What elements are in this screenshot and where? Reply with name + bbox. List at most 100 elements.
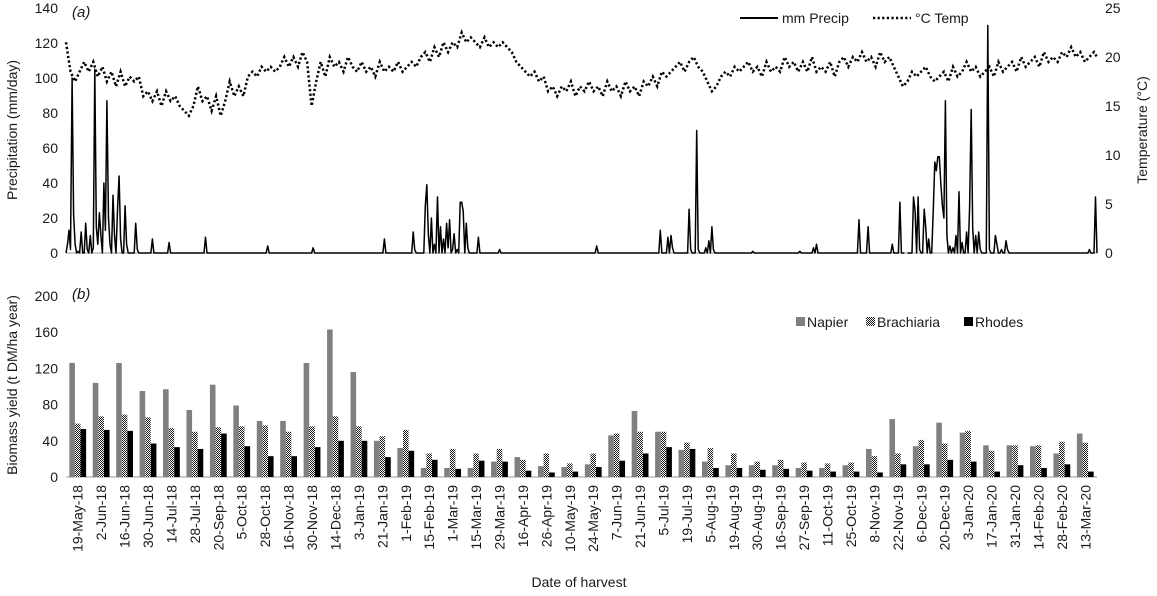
b-left-ticks: 0 40 80 120 160 200: [35, 288, 59, 485]
b-bar-rhodes: [408, 450, 415, 477]
b-bar-brachiaria: [356, 426, 362, 477]
b-category-label: 25-Oct-19: [843, 485, 859, 547]
b-category-label: 20-Sep-18: [210, 485, 226, 551]
b-bar-rhodes: [689, 448, 696, 477]
b-bar-brachiaria: [426, 453, 432, 477]
b-bar-rhodes: [666, 447, 672, 477]
b-bar-napier: [327, 329, 333, 477]
b-bar-brachiaria: [543, 453, 550, 477]
b-bar-brachiaria: [168, 428, 175, 477]
b-bar-napier: [92, 382, 99, 477]
b-bar-napier: [467, 467, 474, 477]
b-category-label: 31-Jan-20: [1007, 485, 1023, 548]
b-bar-rhodes: [174, 447, 180, 477]
b-bar-napier: [420, 467, 427, 477]
a-left-axis-label: Precipitation (mm/day): [4, 60, 20, 200]
b-bar-brachiaria: [121, 414, 128, 477]
a-left-tick-label: 100: [35, 70, 59, 86]
b-bar-rhodes: [853, 471, 860, 477]
b-bar-napier: [608, 435, 614, 477]
b-bar-napier: [584, 464, 591, 477]
b-category-label: 28-Jul-18: [187, 485, 203, 544]
b-category-label: 28-Oct-18: [257, 485, 273, 547]
b-bar-rhodes: [80, 429, 87, 477]
b-bar-rhodes: [900, 464, 907, 477]
b-bar-napier: [1076, 433, 1083, 477]
b-bar-napier: [444, 467, 450, 477]
b-bar-napier: [256, 420, 263, 477]
b-bar-napier: [350, 372, 357, 477]
a-right-tick-label: 10: [1105, 147, 1121, 163]
panel-b: (b) 0 40 80 120 160 200 Biomass yield (t DM/h…: [4, 286, 1097, 590]
panel-a: (a) 0 20 40 60 80 100 120 140 0 5 10 15 20 25 Precip…: [4, 0, 1150, 261]
b-bar-rhodes: [502, 461, 508, 477]
b-bar-brachiaria: [824, 463, 831, 477]
b-bar-rhodes: [549, 472, 555, 477]
b-category-label: 5-Aug-19: [702, 485, 718, 543]
b-bar-rhodes: [994, 471, 1000, 477]
b-left-tick-label: 120: [35, 360, 59, 376]
b-bar-brachiaria: [848, 462, 854, 477]
b-bar-napier: [936, 422, 942, 477]
b-bar-rhodes: [1088, 471, 1094, 477]
b-category-label: 19-Jul-19: [679, 485, 695, 544]
b-category-label: 17-Jan-20: [984, 485, 1000, 548]
a-right-ticks: 0 5 10 15 20 25: [1105, 0, 1121, 261]
b-legend-swatch-napier: [796, 317, 805, 326]
b-bar-napier: [725, 465, 732, 477]
b-bar-brachiaria: [379, 436, 386, 477]
b-bar-rhodes: [736, 467, 743, 477]
b-category-label: 26-Apr-19: [538, 485, 554, 547]
b-bar-napier: [912, 446, 919, 477]
b-bar-napier: [163, 389, 169, 477]
b-bar-napier: [795, 467, 802, 477]
b-bar-brachiaria: [731, 453, 737, 477]
b-bar-brachiaria: [801, 462, 807, 477]
b-bar-rhodes: [783, 468, 790, 477]
a-left-tick-label: 20: [42, 210, 58, 226]
a-series-lines: [64, 24, 1099, 254]
b-bar-brachiaria: [473, 453, 479, 477]
b-bar-napier: [233, 405, 239, 477]
b-bar-napier: [139, 391, 146, 477]
b-legend-swatch-rhodes: [964, 317, 973, 326]
b-bar-napier: [116, 362, 122, 477]
panel-label-a: (a): [72, 4, 90, 21]
a-precip-line: [65, 68, 905, 254]
b-bar-brachiaria: [449, 448, 456, 477]
b-bar-rhodes: [642, 453, 649, 477]
b-bar-napier: [537, 466, 544, 477]
b-bar-brachiaria: [309, 426, 315, 477]
b-bar-brachiaria: [660, 431, 667, 477]
a-right-tick-label: 15: [1105, 98, 1121, 114]
b-bar-brachiaria: [74, 423, 81, 477]
b-category-label: 22-Nov-19: [890, 485, 906, 551]
b-bar-rhodes: [619, 460, 626, 477]
b-bar-brachiaria: [1012, 445, 1018, 477]
b-bar-rhodes: [924, 464, 930, 477]
a-left-tick-label: 120: [35, 35, 59, 51]
b-left-tick-label: 40: [42, 433, 58, 449]
b-bar-brachiaria: [496, 448, 503, 477]
b-bar-napier: [772, 465, 778, 477]
b-bar-napier: [397, 448, 403, 477]
b-bar-rhodes: [291, 456, 297, 477]
b-category-label: 28-Feb-20: [1054, 485, 1070, 550]
b-bar-napier: [655, 431, 661, 477]
b-category-label: 5-Oct-18: [234, 485, 250, 540]
b-bar-rhodes: [361, 440, 368, 477]
b-bar-rhodes: [713, 467, 719, 477]
b-category-label: 24-May-19: [585, 485, 601, 552]
panel-label-b: (b): [72, 286, 90, 303]
b-bar-brachiaria: [98, 416, 104, 477]
b-category-label: 11-Oct-19: [820, 485, 836, 546]
b-category-label: 16-Nov-18: [281, 485, 297, 551]
b-legend-label-brachiaria: Brachiaria: [877, 314, 940, 330]
b-left-tick-label: 200: [35, 288, 59, 304]
b-bar-rhodes: [385, 457, 391, 477]
a-right-tick-label: 20: [1105, 49, 1121, 65]
b-legend: Napier Brachiaria Rhodes: [796, 314, 1023, 330]
b-legend-label-napier: Napier: [807, 314, 849, 330]
b-bar-rhodes: [572, 471, 579, 477]
b-bar-rhodes: [150, 443, 157, 477]
